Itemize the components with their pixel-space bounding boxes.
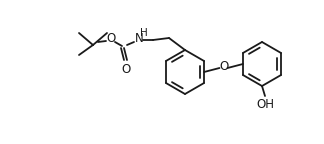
Text: O: O bbox=[122, 63, 131, 76]
Text: O: O bbox=[106, 33, 116, 46]
Text: N: N bbox=[135, 32, 144, 44]
Text: H: H bbox=[140, 28, 148, 38]
Text: OH: OH bbox=[256, 98, 274, 111]
Text: O: O bbox=[219, 60, 228, 73]
